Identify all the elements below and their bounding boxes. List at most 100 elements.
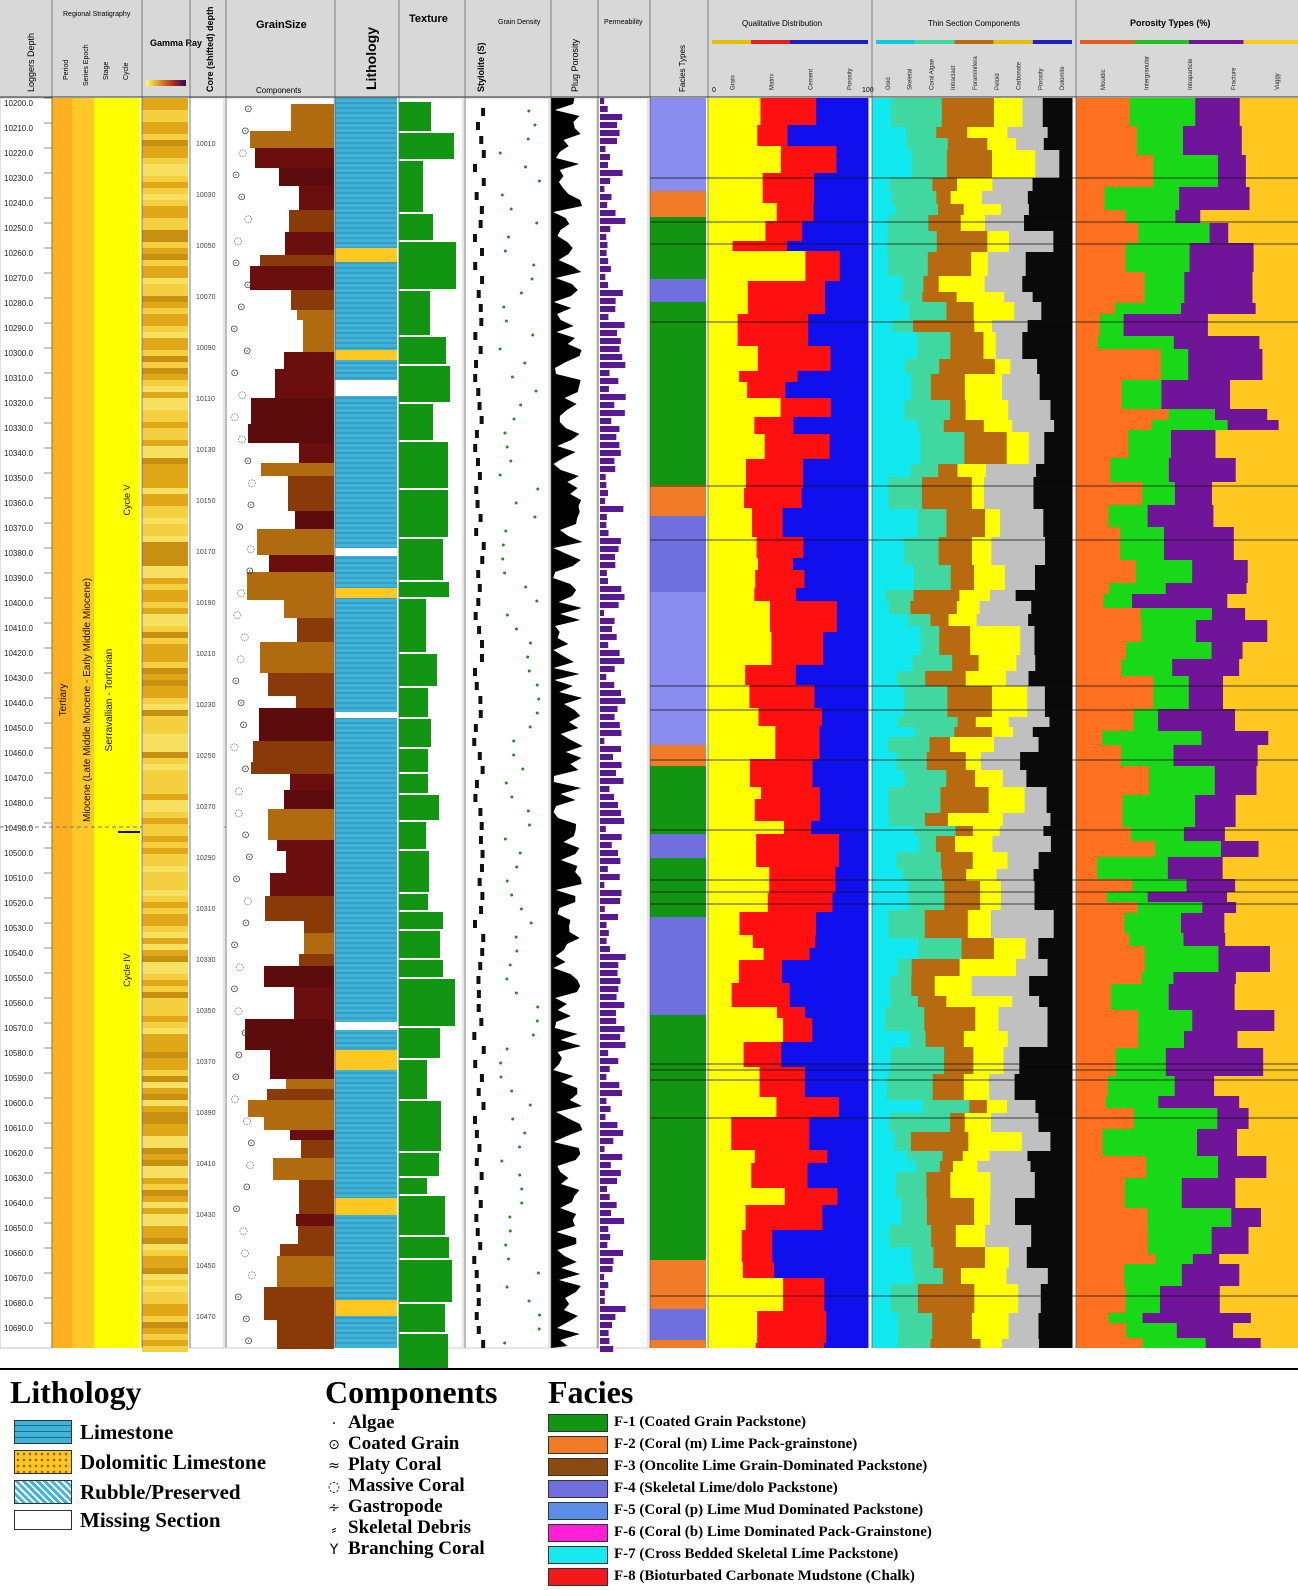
permeability-bar: [600, 106, 608, 112]
thin-section-segment: [872, 655, 914, 671]
porosity-type-segment: [1211, 482, 1298, 505]
thin-section-segment: [986, 1100, 1008, 1113]
gamma-ray-band: [142, 572, 188, 578]
grain-density-point: [503, 1341, 507, 1345]
thin-section-segment: [887, 252, 929, 276]
thin-section-segment: [872, 910, 890, 938]
facies-interval: [650, 592, 706, 671]
gamma-scale-bar: [146, 80, 186, 86]
facies-swatch: [548, 1524, 608, 1542]
thin-section-segment: [912, 150, 948, 178]
permeability-bar: [600, 506, 624, 512]
gamma-ray-band: [142, 158, 188, 164]
gamma-ray-band: [142, 1322, 188, 1328]
depth-label: 10370.0: [4, 524, 33, 533]
depth-label: 10330.0: [4, 424, 33, 433]
permeability-bar: [600, 1298, 605, 1304]
gamma-ray-band: [142, 704, 188, 710]
stylolite-mark: [479, 416, 484, 424]
grain-size-bar: [299, 1180, 334, 1214]
gamma-ray-band: [142, 368, 188, 374]
qualitative-segment: [708, 371, 740, 382]
permeability-bar: [600, 298, 616, 304]
qualitative-segment: [760, 98, 817, 125]
permeability-bar: [600, 1330, 609, 1336]
grain-density-point: [500, 193, 504, 197]
permeability-bar: [600, 1098, 607, 1104]
facies-swatch: [548, 1414, 608, 1432]
component-symbol: ◌: [234, 786, 243, 797]
thin-section-segment: [1041, 302, 1073, 320]
permeability-bar: [600, 490, 609, 496]
stylolite-mark: [478, 514, 483, 522]
porosity-type-segment: [1237, 1031, 1298, 1048]
thin-section-segment: [895, 1172, 927, 1198]
ts-column-label: Intraclast: [951, 65, 957, 90]
thin-section-segment: [919, 836, 937, 852]
texture-bar: [399, 161, 423, 212]
grain-size-bar: [290, 1130, 334, 1140]
texture-bar: [399, 774, 428, 793]
thin-section-segment: [1022, 332, 1073, 359]
legend-panel: Lithology Limestone Dolomitic Limestone …: [0, 1368, 1298, 1590]
porosity-type-segment: [1214, 409, 1268, 420]
thin-section-segment: [889, 813, 926, 826]
grain-density-point: [510, 375, 514, 379]
thin-section-segment: [872, 826, 915, 836]
thin-section-segment: [992, 836, 1052, 852]
permeability-bar: [600, 874, 620, 880]
dolomitic-limestone-swatch: [14, 1450, 72, 1474]
permeability-bar: [600, 762, 622, 768]
thin-section-segment: [975, 717, 1010, 727]
porosity-type-segment: [1097, 336, 1175, 349]
grain-density-point: [514, 991, 518, 995]
grain-density-point: [523, 165, 527, 169]
thin-section-segment: [1008, 231, 1054, 252]
porosity-type-segment: [1267, 620, 1298, 642]
permeability-bar: [600, 370, 610, 376]
gamma-ray-band: [142, 362, 188, 368]
porosity-type-segment: [1144, 946, 1219, 972]
thin-section-segment: [1025, 938, 1039, 959]
component-symbol: ⊙: [247, 1138, 255, 1149]
qualitative-segment: [708, 508, 753, 537]
depth-label: 10360.0: [4, 499, 33, 508]
porosity-type-segment: [1219, 1286, 1298, 1313]
porosity-type-segment: [1076, 1286, 1127, 1313]
thin-section-segment: [1024, 215, 1073, 231]
porosity-type-segment: [1249, 187, 1298, 210]
grain-size-bar: [279, 168, 334, 186]
grain-density-point: [518, 1173, 522, 1177]
gamma-ray-band: [142, 398, 188, 404]
thin-section-segment: [872, 881, 910, 910]
core-depth-label: 10210: [196, 651, 216, 658]
depth-label: 10380.0: [4, 549, 33, 558]
thin-section-segment: [965, 752, 982, 770]
thin-section-segment: [918, 938, 963, 959]
thin-section-segment: [872, 626, 922, 655]
permeability-bar: [600, 266, 611, 272]
gamma-ray-band: [142, 206, 188, 212]
gamma-ray-band: [142, 434, 188, 440]
ts-header-colorbar: [876, 40, 916, 44]
porosity-type-segment: [1108, 505, 1149, 527]
thin-section-segment: [889, 178, 933, 191]
porosity-type-segment: [1158, 709, 1236, 731]
porosity-type-segment: [1137, 902, 1203, 913]
lithology-header: Lithology: [363, 27, 379, 90]
porosity-type-segment: [1239, 1096, 1298, 1108]
thin-section-segment: [1038, 1113, 1073, 1132]
porosity-type-segment: [1235, 709, 1298, 731]
grain-density-point: [512, 739, 516, 743]
gamma-ray-band: [142, 248, 188, 254]
grain-density-point: [531, 1033, 535, 1037]
thin-section-segment: [917, 1284, 975, 1313]
gamma-ray-band: [142, 608, 188, 614]
thin-section-segment: [1035, 1100, 1073, 1113]
qualitative-segment: [819, 787, 869, 799]
stylolite-mark: [480, 556, 485, 564]
thin-section-segment: [927, 252, 972, 276]
porosity-type-segment: [1195, 620, 1268, 642]
gamma-ray-header: Gamma Ray: [150, 38, 202, 48]
grain-density-point: [509, 459, 513, 463]
